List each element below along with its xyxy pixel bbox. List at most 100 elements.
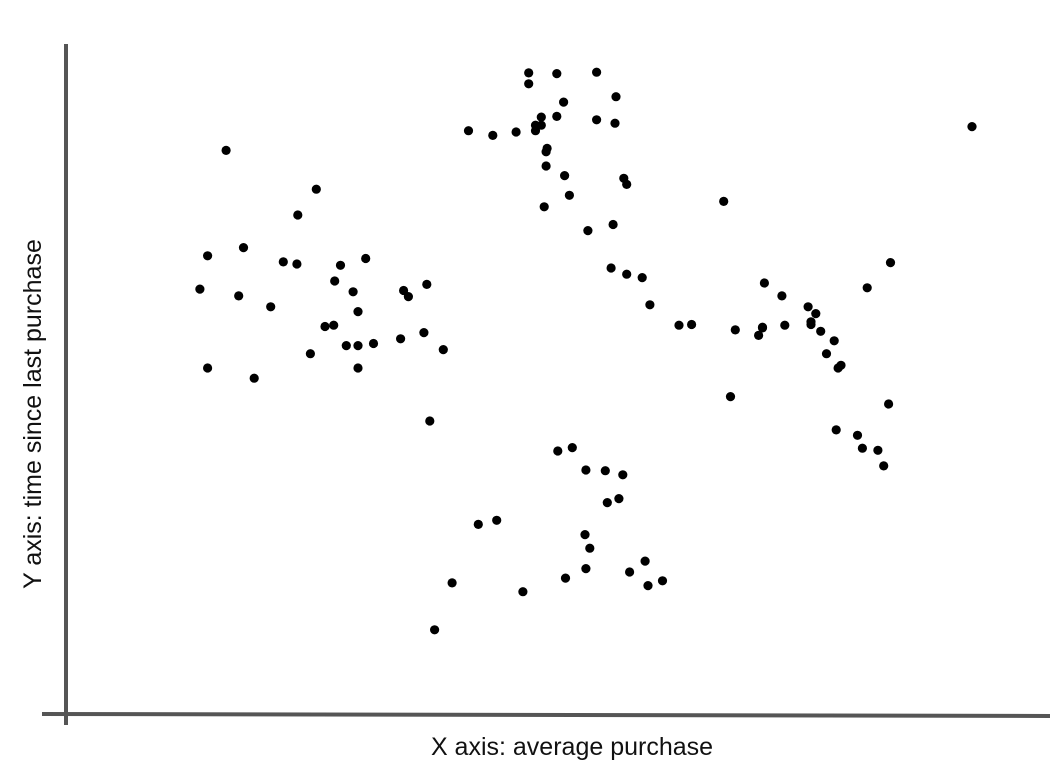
data-point <box>567 443 577 453</box>
data-point <box>885 258 896 268</box>
data-point <box>585 543 595 553</box>
x-axis-title: X axis: average purchase <box>431 733 713 761</box>
data-point <box>203 363 213 373</box>
data-point <box>542 143 552 153</box>
data-point <box>580 530 590 540</box>
data-point <box>553 446 563 456</box>
data-points <box>195 67 977 635</box>
data-point <box>541 161 551 171</box>
data-point <box>757 322 768 332</box>
data-point <box>396 334 406 344</box>
data-point <box>611 92 621 102</box>
data-point <box>583 226 593 236</box>
data-point <box>622 269 632 279</box>
data-point <box>610 118 620 128</box>
data-point <box>266 302 276 312</box>
data-point <box>492 515 502 525</box>
data-point <box>640 556 650 566</box>
data-point <box>857 443 868 453</box>
data-point <box>873 445 883 455</box>
data-point <box>335 260 346 270</box>
data-point <box>536 112 546 122</box>
data-point <box>559 97 569 107</box>
data-point <box>447 578 457 588</box>
data-point <box>292 259 302 269</box>
data-point <box>862 283 872 293</box>
data-point <box>560 171 570 181</box>
data-point <box>330 276 340 286</box>
data-point <box>829 336 839 346</box>
data-point <box>203 251 213 261</box>
data-point <box>608 219 618 230</box>
data-point <box>645 300 655 310</box>
data-point <box>353 341 363 351</box>
data-point <box>637 273 647 283</box>
data-point <box>619 173 629 183</box>
data-point <box>780 320 790 330</box>
data-point <box>618 470 628 480</box>
data-point <box>348 287 358 297</box>
data-point <box>719 196 729 206</box>
data-point <box>821 349 832 359</box>
data-point <box>403 292 413 302</box>
data-point <box>806 319 816 330</box>
data-point <box>524 79 534 89</box>
y-axis-title: Y axis: time since last purchase <box>19 239 47 589</box>
data-point <box>754 330 764 340</box>
data-point <box>311 184 321 194</box>
data-point <box>329 320 339 330</box>
data-point <box>221 145 231 155</box>
data-point <box>438 345 448 355</box>
data-point <box>606 263 616 273</box>
data-point <box>552 69 562 79</box>
data-point <box>884 399 894 409</box>
data-point <box>368 338 379 349</box>
data-point <box>419 328 429 338</box>
data-point <box>195 284 205 294</box>
data-point <box>674 320 684 330</box>
data-point <box>463 126 474 136</box>
data-point <box>488 130 498 140</box>
data-point <box>511 127 521 137</box>
data-point <box>592 115 602 125</box>
data-point <box>425 416 435 426</box>
data-point <box>278 257 288 267</box>
data-point <box>564 190 575 200</box>
data-point <box>687 319 697 330</box>
data-point <box>643 581 653 591</box>
data-point <box>730 325 740 335</box>
data-point <box>581 564 591 574</box>
data-point <box>777 291 787 301</box>
data-point <box>536 120 546 130</box>
x-axis-line <box>41 712 1051 718</box>
data-point <box>293 210 303 220</box>
data-point <box>625 567 635 577</box>
data-point <box>833 363 843 373</box>
data-point <box>614 494 624 504</box>
data-point <box>473 519 483 530</box>
data-point <box>657 576 668 586</box>
data-point <box>560 573 571 583</box>
data-point <box>361 253 371 264</box>
data-point <box>518 587 528 597</box>
data-point <box>552 111 562 121</box>
data-point <box>320 321 330 332</box>
data-point <box>592 67 602 77</box>
data-point <box>353 307 363 317</box>
data-point <box>967 122 977 132</box>
data-point <box>530 126 541 136</box>
data-point <box>803 302 813 312</box>
data-point <box>422 279 432 289</box>
data-point <box>816 326 826 336</box>
data-point <box>602 498 612 508</box>
data-point <box>353 363 363 373</box>
data-point <box>524 68 534 78</box>
data-point <box>238 243 249 253</box>
data-point <box>249 373 259 383</box>
data-point <box>234 291 244 301</box>
data-point <box>811 309 821 319</box>
data-point <box>831 425 841 435</box>
data-point <box>852 430 863 440</box>
